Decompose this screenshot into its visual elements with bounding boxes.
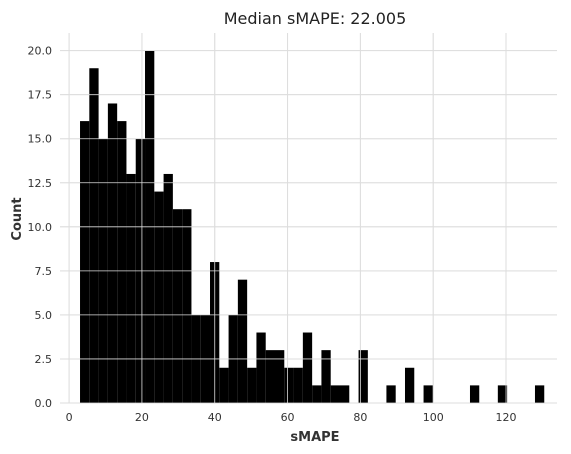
x-tick-label: 120	[496, 411, 517, 424]
histogram-bar	[358, 350, 368, 403]
histogram-bar	[339, 385, 350, 403]
y-tick-label: 20.0	[28, 45, 53, 58]
chart-title: Median sMAPE: 22.005	[224, 9, 407, 28]
y-tick-label: 15.0	[28, 133, 53, 146]
histogram-bar	[321, 350, 331, 403]
histogram-bar	[219, 367, 229, 403]
histogram-bar	[247, 367, 257, 403]
y-tick-labels: 0.0 2.5 5.0 7.5 10.0 12.5 15.0 17.5 20.0	[28, 45, 53, 410]
histogram-bar	[284, 367, 294, 403]
histogram-bar	[117, 121, 127, 403]
y-axis-label: Count	[10, 197, 25, 240]
y-tick-label: 2.5	[35, 353, 53, 366]
y-tick-label: 17.5	[28, 89, 53, 102]
y-tick-label: 5.0	[35, 309, 53, 322]
histogram-bar	[107, 103, 118, 403]
x-tick-label: 100	[423, 411, 444, 424]
histogram-bar	[265, 350, 276, 403]
histogram-bar	[386, 385, 396, 403]
histogram-bar	[293, 367, 303, 403]
y-tick-label: 12.5	[28, 177, 53, 190]
x-tick-label: 40	[208, 411, 222, 424]
histogram-bar	[330, 385, 340, 403]
y-tick-label: 10.0	[28, 221, 53, 234]
histogram-bar	[534, 385, 545, 403]
x-axis-label: sMAPE	[290, 430, 339, 445]
histogram-bar	[302, 332, 313, 403]
histogram-bar	[237, 279, 248, 403]
histogram-bar	[182, 209, 192, 403]
histogram-bar	[497, 385, 508, 403]
histogram-bar	[404, 367, 415, 403]
histogram-bar	[163, 173, 173, 403]
histogram-bar	[154, 191, 164, 403]
x-tick-label: 20	[135, 411, 149, 424]
histogram-bar	[312, 385, 322, 403]
histogram-bar	[275, 350, 285, 403]
histogram-bar	[423, 385, 433, 403]
x-tick-label: 60	[281, 411, 295, 424]
histogram-bar	[89, 68, 99, 403]
histogram-bar	[126, 173, 136, 403]
x-tick-label: 80	[353, 411, 367, 424]
histogram-bar	[469, 385, 480, 403]
grid-overlay	[60, 33, 557, 404]
histogram-bar	[80, 121, 90, 403]
x-tick-label: 0	[66, 411, 73, 424]
y-tick-label: 0.0	[35, 397, 53, 410]
x-tick-labels: 0 20 40 60 80 100 120	[66, 411, 517, 424]
y-tick-label: 7.5	[35, 265, 53, 278]
histogram-bar	[256, 332, 266, 403]
histogram-bar	[172, 209, 183, 403]
